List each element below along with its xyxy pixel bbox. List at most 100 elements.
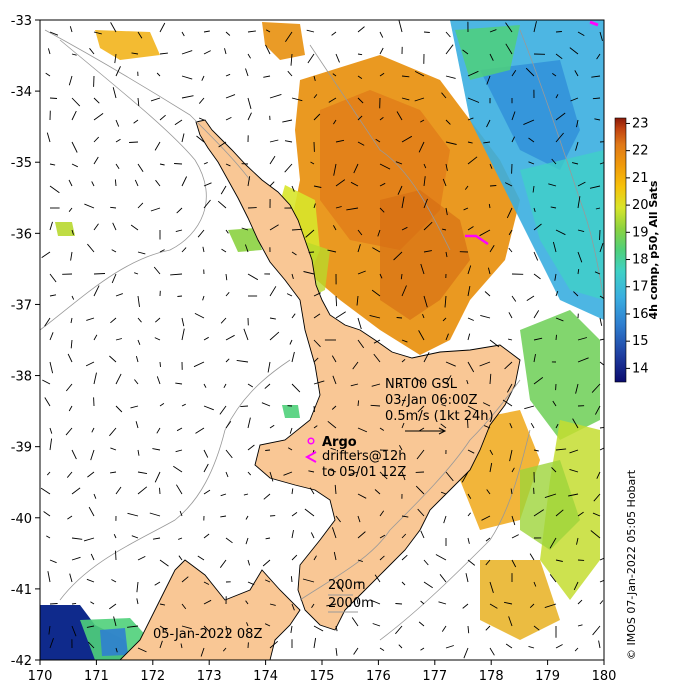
current-vector xyxy=(225,116,232,121)
colorbar-tick-label: 16 xyxy=(632,307,649,322)
current-vector xyxy=(154,471,161,483)
current-vector xyxy=(572,418,579,429)
current-vector xyxy=(569,468,579,473)
current-vector xyxy=(467,265,472,275)
current-vector xyxy=(159,603,166,606)
current-vector xyxy=(481,515,491,521)
current-vector xyxy=(89,48,95,55)
current-vector xyxy=(264,623,271,627)
current-vector xyxy=(246,622,249,627)
current-vector xyxy=(379,647,385,651)
current-vector xyxy=(313,203,316,209)
current-vector xyxy=(313,405,315,412)
x-tick-label: 171 xyxy=(84,669,109,684)
current-vector xyxy=(482,402,491,407)
current-vector xyxy=(357,115,363,121)
current-vector xyxy=(218,141,227,148)
current-vector xyxy=(395,603,403,605)
bathymetry-contours xyxy=(40,29,604,641)
current-vector xyxy=(203,489,211,495)
current-vector xyxy=(328,97,337,103)
current-vector xyxy=(401,135,413,143)
current-vector xyxy=(353,163,359,174)
current-vector xyxy=(155,317,161,323)
current-vector xyxy=(49,31,59,36)
current-vector xyxy=(420,263,425,275)
current-vector xyxy=(335,206,342,209)
current-vector xyxy=(489,245,495,253)
current-vector xyxy=(49,559,57,564)
current-vector xyxy=(198,97,205,104)
current-vectors xyxy=(40,20,604,659)
current-vector xyxy=(131,535,139,539)
current-vector xyxy=(552,400,557,407)
x-tick-label: 176 xyxy=(366,669,391,684)
current-vector xyxy=(533,337,543,341)
current-vector xyxy=(423,163,427,169)
current-vector xyxy=(400,273,403,280)
current-vector xyxy=(247,559,251,566)
current-vector xyxy=(152,537,161,540)
current-vector xyxy=(549,537,557,549)
current-vector xyxy=(467,141,473,144)
current-vector xyxy=(335,179,346,187)
current-vector xyxy=(357,97,364,104)
current-vector xyxy=(71,295,75,300)
current-vector xyxy=(377,229,381,237)
current-vector xyxy=(479,229,491,237)
current-vector xyxy=(599,31,603,42)
current-vector xyxy=(156,72,161,77)
current-vector xyxy=(489,647,495,656)
current-vector xyxy=(109,427,117,437)
current-vector xyxy=(467,419,469,429)
current-vector xyxy=(461,471,469,483)
current-vector xyxy=(313,425,318,429)
current-vector xyxy=(552,241,557,253)
current-vector xyxy=(49,163,56,166)
current-vector xyxy=(175,449,183,453)
argo-marker xyxy=(307,437,315,445)
current-vector xyxy=(401,97,410,101)
current-vector xyxy=(41,251,51,258)
current-vector xyxy=(573,581,579,591)
current-vector xyxy=(93,223,99,231)
current-vector xyxy=(533,21,537,33)
current-vector xyxy=(504,361,513,370)
current-vector xyxy=(137,251,146,255)
current-vector xyxy=(137,471,148,475)
current-vector xyxy=(357,449,360,460)
x-axis: 170 171 172 173 174 175 176 177 178 179 180 xyxy=(28,660,616,684)
current-vector xyxy=(395,625,403,635)
argo-label: Argo xyxy=(322,435,357,450)
current-vector xyxy=(247,444,255,451)
current-vector xyxy=(265,44,271,55)
current-vector xyxy=(282,119,293,123)
current-vector xyxy=(511,534,519,539)
current-vector xyxy=(159,625,168,631)
current-vector xyxy=(346,207,359,211)
current-vector xyxy=(467,97,480,103)
current-vector xyxy=(127,625,139,628)
current-vector xyxy=(93,97,100,104)
drifters-time-label: to 05/01 12Z xyxy=(322,465,406,480)
current-vector xyxy=(533,625,540,631)
current-vector xyxy=(511,467,515,473)
current-vector xyxy=(115,647,118,653)
current-vector xyxy=(508,229,513,236)
current-vector xyxy=(577,31,585,36)
current-vector xyxy=(49,97,58,99)
current-vector xyxy=(110,471,117,474)
current-vector xyxy=(555,53,563,60)
current-vector xyxy=(591,75,601,78)
current-vector xyxy=(247,112,252,121)
current-vector xyxy=(291,554,298,561)
credit-label: © IMOS 07-Jan-2022 05:05 Hobart xyxy=(625,469,638,660)
current-vector xyxy=(85,361,95,367)
current-vector xyxy=(67,353,73,363)
current-vector xyxy=(49,638,54,649)
current-vector xyxy=(71,602,77,605)
current-vector xyxy=(489,339,500,348)
current-vector xyxy=(379,72,385,77)
current-vector xyxy=(153,266,161,275)
current-vector xyxy=(327,420,337,429)
